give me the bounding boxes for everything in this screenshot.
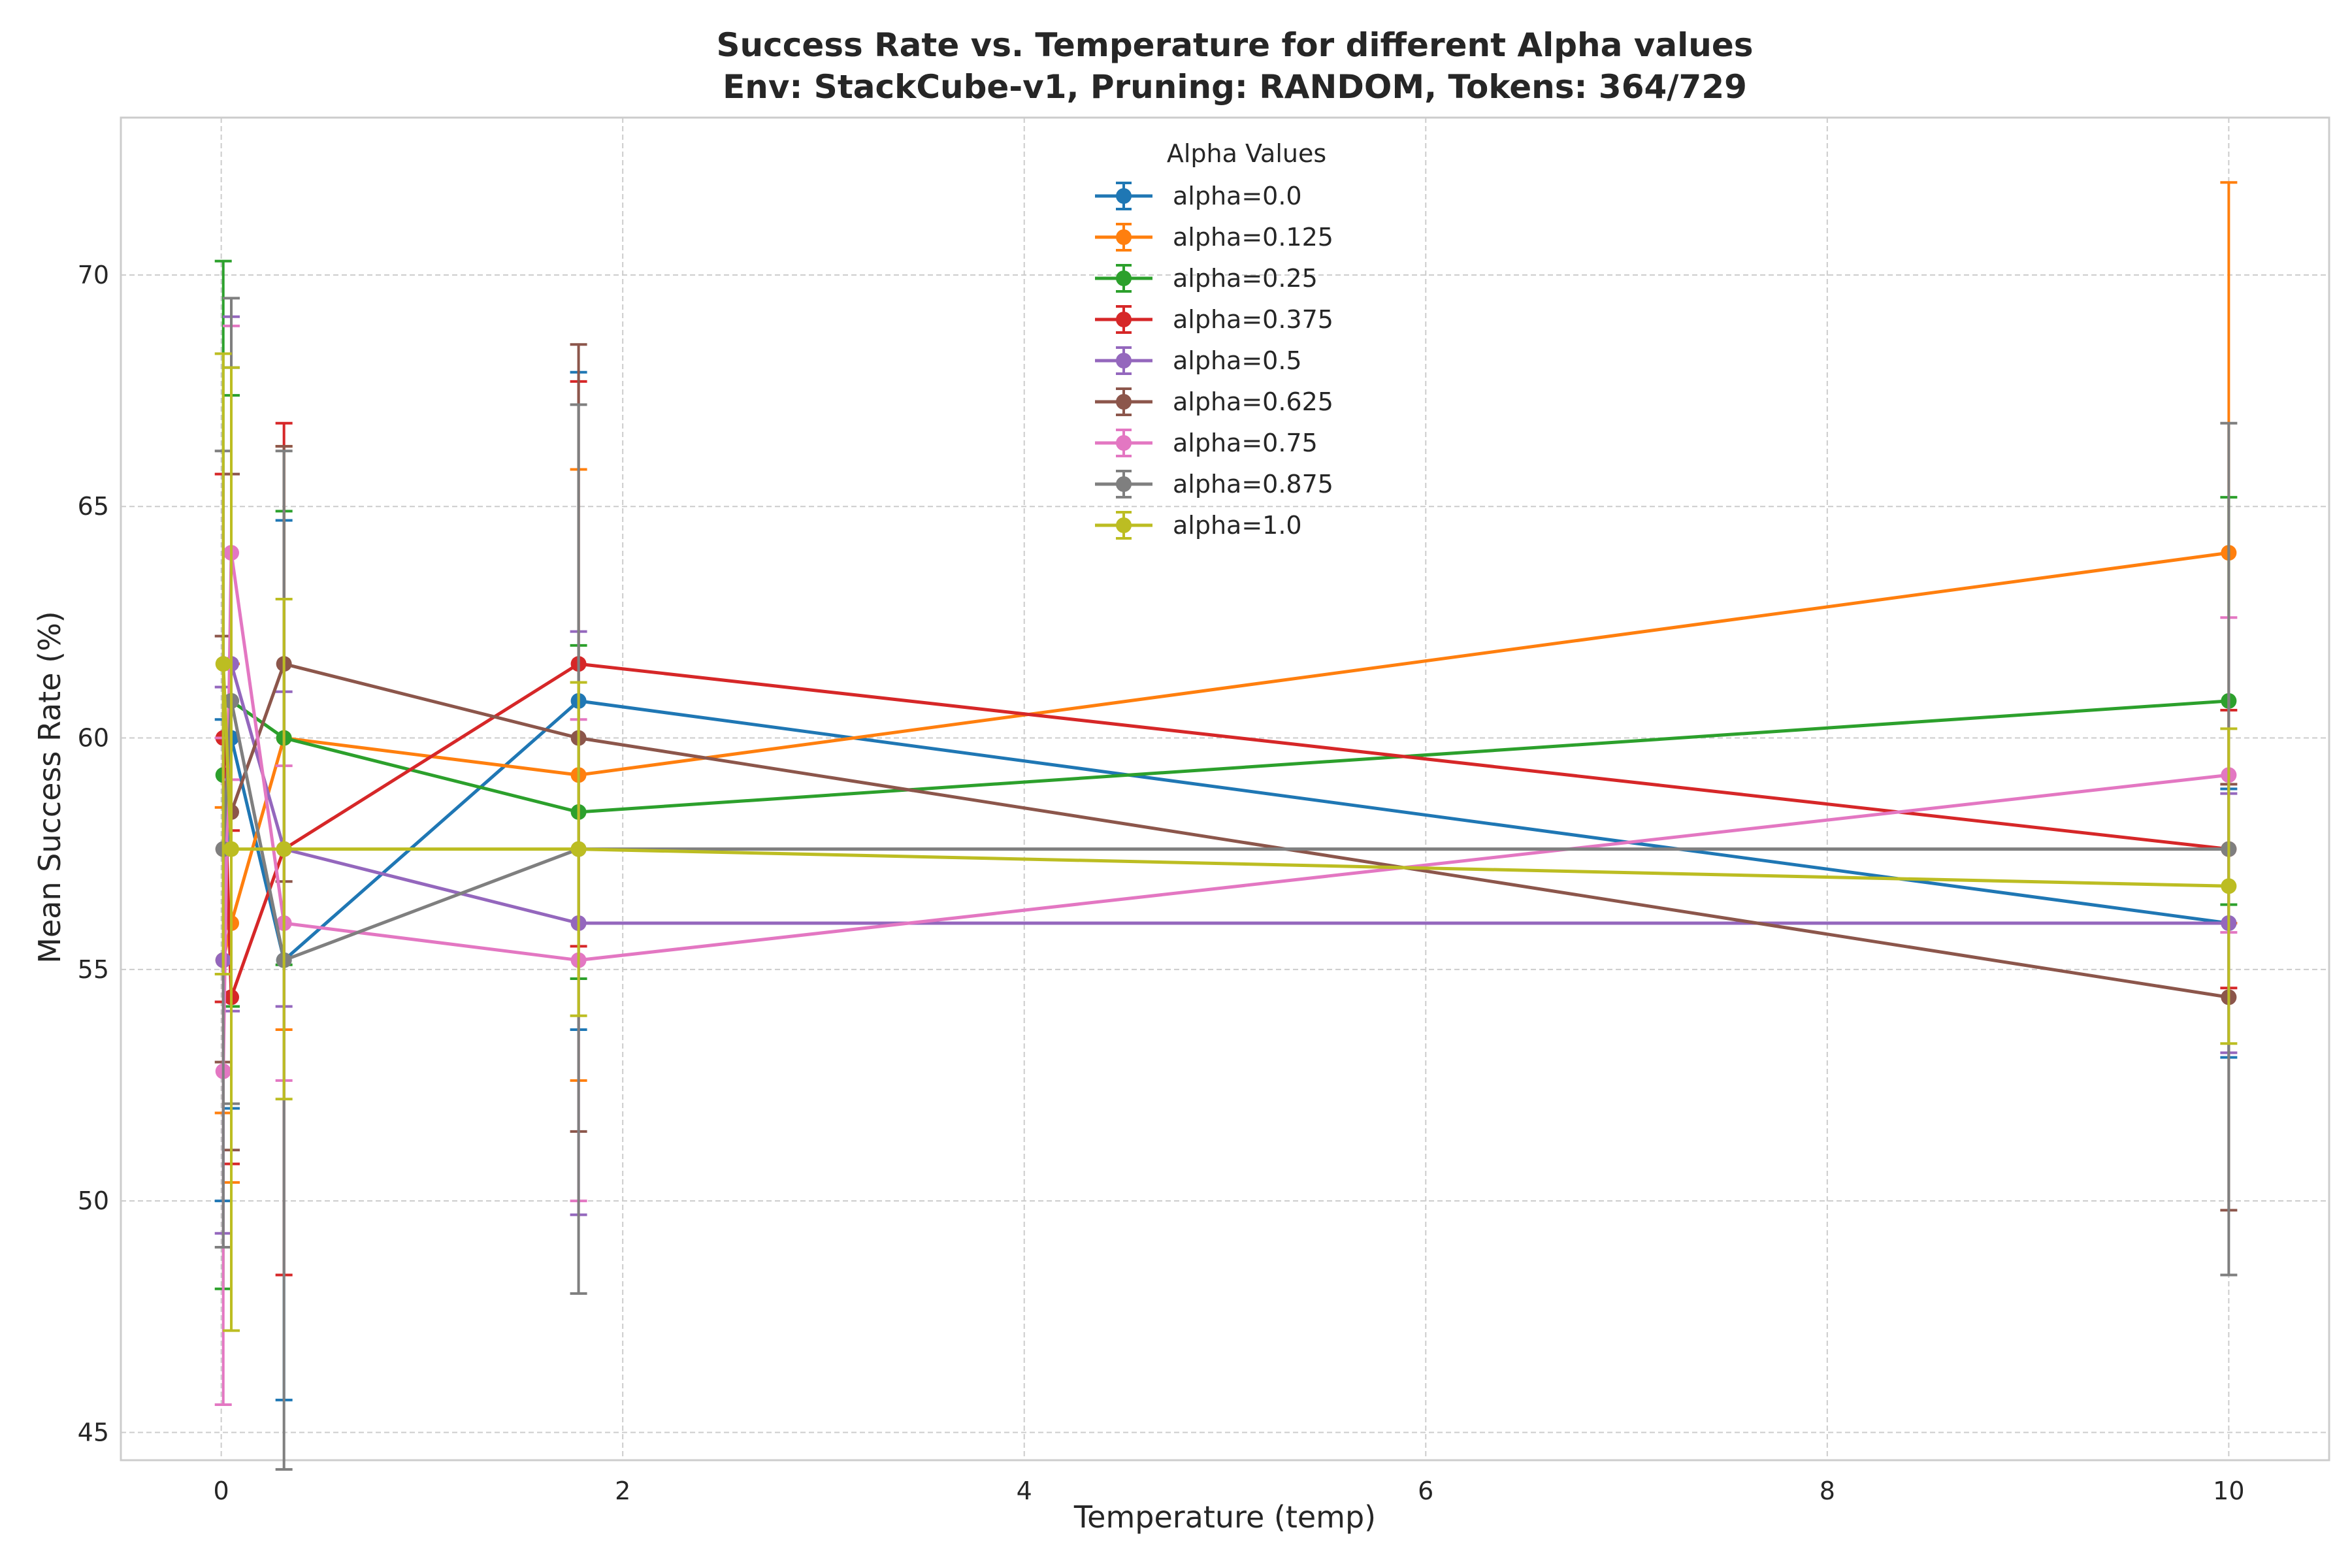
chart-subtitle: Env: StackCube-v1, Pruning: RANDOM, Toke… <box>723 68 1747 106</box>
grid <box>121 118 2329 1460</box>
legend: Alpha Values alpha=0.0 alpha=0.125 alpha=0… <box>1095 139 1333 540</box>
legend-label: alpha=0.5 <box>1173 346 1302 375</box>
x-tick-label: 6 <box>1418 1477 1433 1505</box>
legend-item: alpha=0.375 <box>1095 305 1333 334</box>
legend-label: alpha=0.0 <box>1173 182 1302 210</box>
legend-label: alpha=0.375 <box>1173 305 1333 334</box>
axis-ticks: 0 2 4 6 8 10 45 50 55 60 65 70 <box>78 261 2245 1505</box>
legend-label: alpha=0.75 <box>1173 429 1318 457</box>
legend-item: alpha=0.125 <box>1095 223 1333 252</box>
legend-marker <box>1116 435 1132 451</box>
legend-title: Alpha Values <box>1167 139 1326 168</box>
series-group <box>214 181 2238 1471</box>
legend-marker <box>1116 476 1132 492</box>
legend-label: alpha=0.875 <box>1173 470 1333 498</box>
y-tick-label: 65 <box>78 492 109 521</box>
chart-title: Success Rate vs. Temperature for differe… <box>716 26 1753 64</box>
x-tick-label: 10 <box>2213 1477 2244 1505</box>
data-point <box>223 841 239 857</box>
series-alpha=1.0 <box>214 352 2238 1332</box>
legend-marker <box>1116 517 1132 533</box>
x-tick-label: 0 <box>214 1477 229 1505</box>
y-tick-label: 50 <box>78 1186 109 1215</box>
y-axis-label: Mean Success Rate (%) <box>32 611 67 963</box>
y-tick-label: 70 <box>78 261 109 289</box>
legend-marker <box>1116 394 1132 410</box>
legend-item: alpha=0.0 <box>1095 182 1302 210</box>
y-tick-label: 55 <box>78 955 109 984</box>
legend-label: alpha=0.125 <box>1173 223 1333 252</box>
legend-marker <box>1116 270 1132 286</box>
data-point <box>570 841 587 857</box>
legend-item: alpha=0.25 <box>1095 264 1318 293</box>
legend-label: alpha=1.0 <box>1173 511 1302 540</box>
legend-marker <box>1116 188 1132 204</box>
legend-label: alpha=0.25 <box>1173 264 1318 293</box>
plot-frame <box>120 116 2330 1462</box>
x-tick-label: 4 <box>1017 1477 1032 1505</box>
legend-item: alpha=0.5 <box>1095 346 1302 375</box>
data-point <box>2221 878 2237 894</box>
legend-marker <box>1116 229 1132 245</box>
legend-item: alpha=0.875 <box>1095 470 1333 498</box>
legend-item: alpha=0.625 <box>1095 387 1333 416</box>
x-tick-label: 2 <box>615 1477 630 1505</box>
legend-label: alpha=0.625 <box>1173 387 1333 416</box>
x-tick-label: 8 <box>1820 1477 1835 1505</box>
legend-item: alpha=1.0 <box>1095 511 1302 540</box>
data-point <box>215 656 231 672</box>
legend-marker <box>1116 353 1132 368</box>
x-axis-label: Temperature (temp) <box>1073 1499 1376 1535</box>
legend-item: alpha=0.75 <box>1095 429 1318 457</box>
y-tick-label: 60 <box>78 724 109 753</box>
legend-marker <box>1116 312 1132 327</box>
data-point <box>276 841 292 857</box>
y-tick-label: 45 <box>78 1418 109 1446</box>
